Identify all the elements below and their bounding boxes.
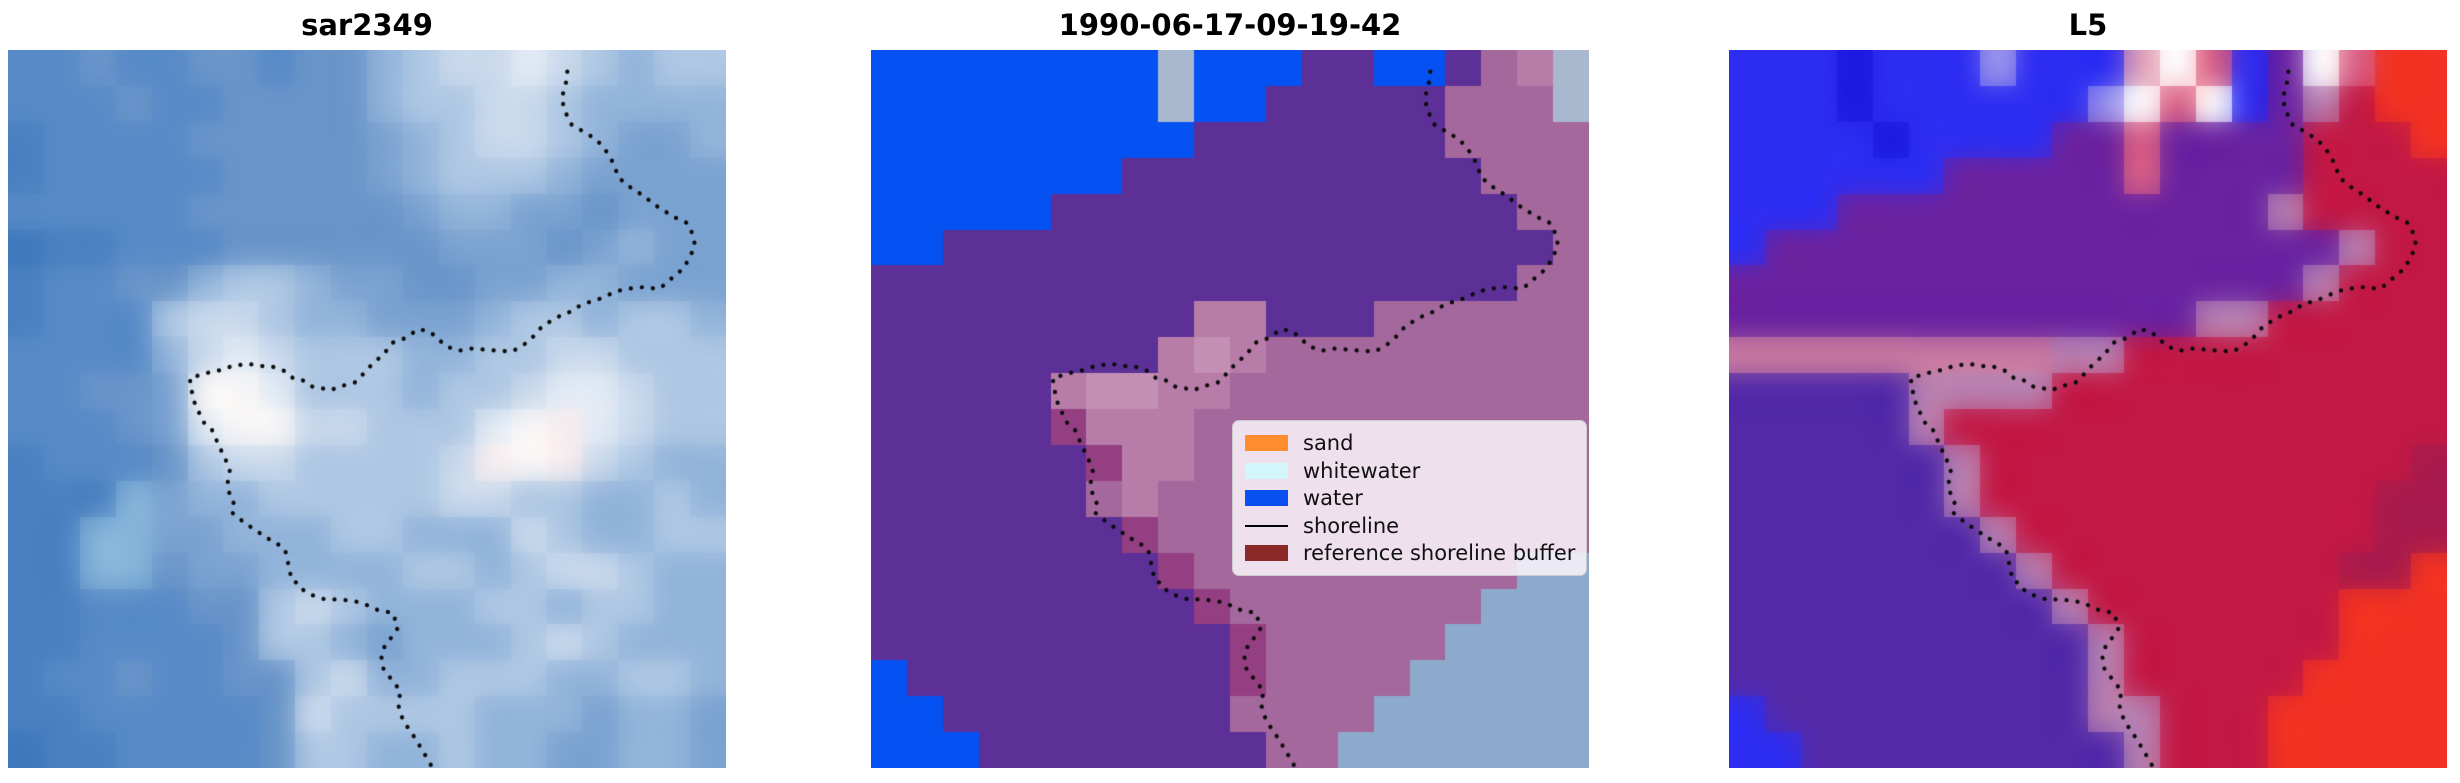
legend-label: sand (1303, 431, 1354, 455)
legend-label: water (1303, 486, 1363, 510)
legend-item-sand: sand (1245, 430, 1574, 456)
reference-buffer-swatch-icon (1245, 545, 1288, 561)
legend-label: reference shoreline buffer (1303, 541, 1576, 565)
panel-title-classified: 1990-06-17-09-19-42 (1058, 8, 1402, 42)
panel-sar (8, 50, 726, 768)
classified-image (871, 50, 1589, 768)
panel-l5 (1729, 50, 2447, 768)
panel-title-l5: L5 (2068, 8, 2108, 42)
panel-title-sar: sar2349 (301, 8, 433, 42)
legend-item-water: water (1245, 485, 1574, 511)
legend: sand whitewater water shoreline referenc… (1232, 420, 1587, 576)
legend-item-reference-buffer: reference shoreline buffer (1245, 540, 1576, 566)
sand-swatch-icon (1245, 435, 1288, 451)
water-swatch-icon (1245, 490, 1288, 506)
whitewater-swatch-icon (1245, 462, 1288, 479)
sar-image (8, 50, 726, 768)
legend-item-shoreline: shoreline (1245, 513, 1574, 539)
legend-item-whitewater: whitewater (1245, 458, 1574, 484)
panel-classified: sand whitewater water shoreline referenc… (871, 50, 1589, 768)
legend-label: whitewater (1303, 458, 1421, 483)
shoreline-line-icon (1245, 524, 1288, 527)
l5-image (1729, 50, 2447, 768)
legend-label: shoreline (1303, 513, 1400, 538)
